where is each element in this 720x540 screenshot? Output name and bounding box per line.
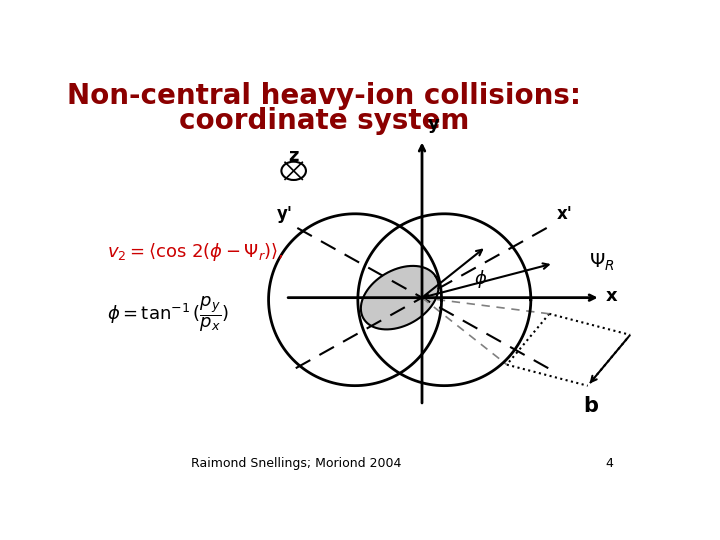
Text: z: z [289,147,299,165]
Polygon shape [361,266,438,329]
Text: Raimond Snellings; Moriond 2004: Raimond Snellings; Moriond 2004 [192,457,402,470]
Text: y': y' [276,205,292,223]
Text: b: b [583,396,598,416]
Text: $v_2 = \langle \cos\,2(\phi - \Psi_r) \rangle,$: $v_2 = \langle \cos\,2(\phi - \Psi_r) \r… [107,241,284,263]
Text: y: y [428,116,439,133]
Text: Non-central heavy-ion collisions:: Non-central heavy-ion collisions: [68,82,581,110]
Text: 4: 4 [605,457,613,470]
Text: x': x' [557,205,573,223]
Text: $\Psi_R$: $\Psi_R$ [590,252,615,273]
Text: $\phi = \tan^{-1}(\dfrac{p_y}{p_x})$: $\phi = \tan^{-1}(\dfrac{p_y}{p_x})$ [107,294,228,334]
Text: $\phi$: $\phi$ [474,268,487,290]
Text: x: x [606,287,618,305]
Text: coordinate system: coordinate system [179,107,469,135]
